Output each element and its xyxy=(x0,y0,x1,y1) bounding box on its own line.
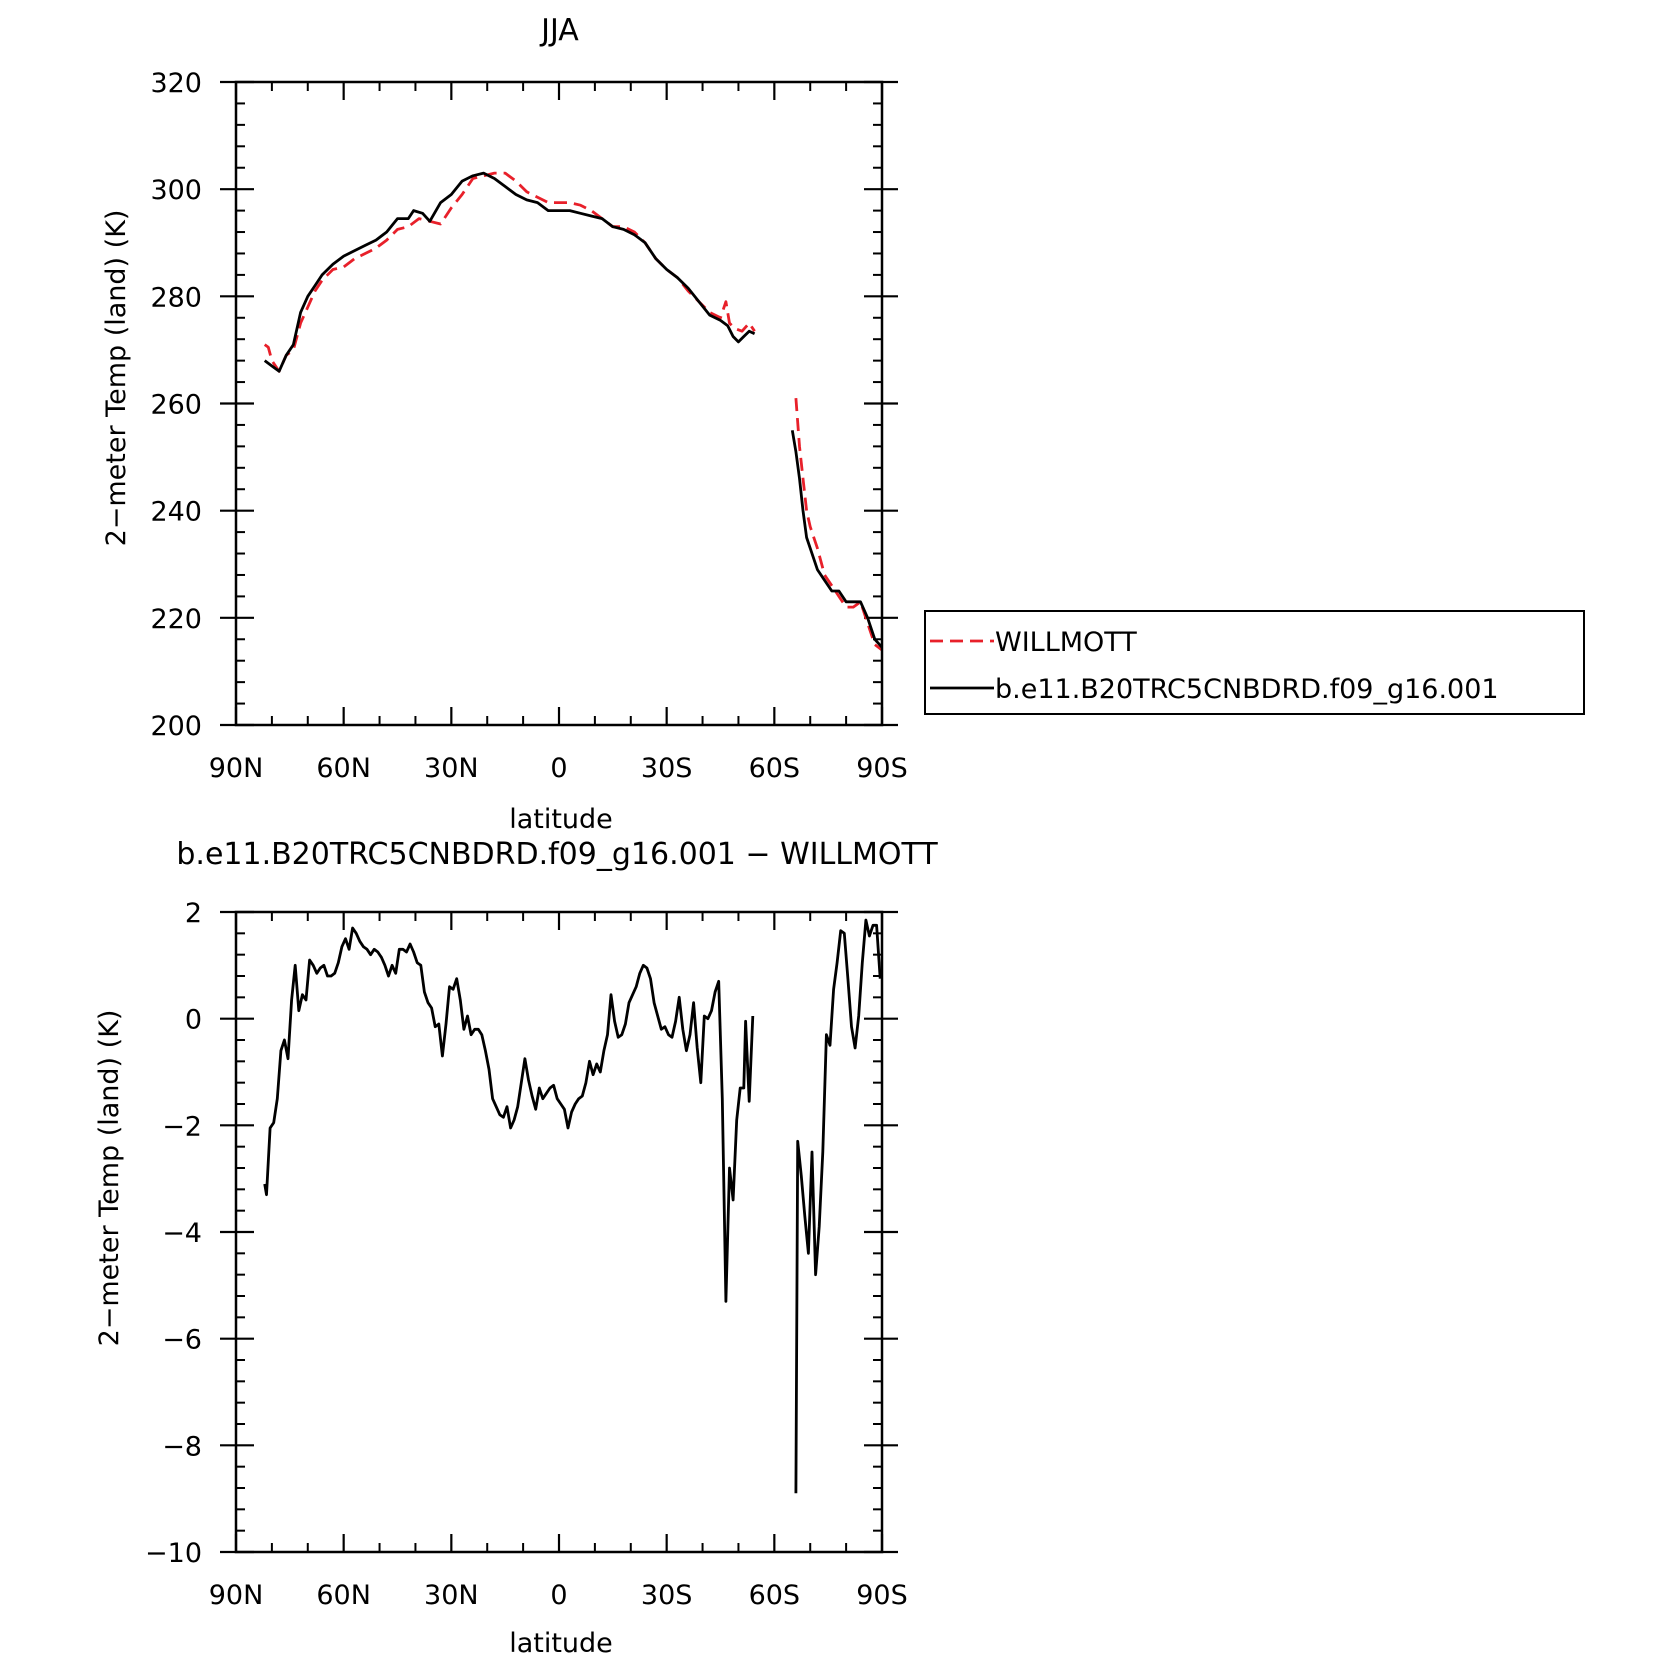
bottom-series-line-difference xyxy=(263,926,755,1303)
bottom-x-tick-label: 60N xyxy=(316,1580,371,1611)
top-series-lines xyxy=(263,171,884,652)
top-plot-frame xyxy=(234,80,884,727)
top-y-tick-label: 320 xyxy=(150,68,202,99)
top-y-axis-label: 2−meter Temp (land) (K) xyxy=(101,210,132,547)
top-y-tick-label: 200 xyxy=(150,711,202,742)
bottom-x-tick-label: 30S xyxy=(641,1580,693,1611)
bottom-y-tick-label: −10 xyxy=(145,1538,202,1569)
top-y-tick-label: 240 xyxy=(150,497,202,528)
bottom-x-tick-label: 30N xyxy=(424,1580,479,1611)
top-x-tick-label: 90N xyxy=(209,753,264,784)
legend: WILLMOTT b.e11.B20TRC5CNBDRD.f09_g16.001 xyxy=(924,610,1585,715)
top-x-tick-label: 0 xyxy=(550,753,567,784)
bottom-y-axis-label: 2−meter Temp (land) (K) xyxy=(94,1010,125,1347)
bottom-series-line-difference xyxy=(794,918,882,1494)
top-x-tick-label: 90S xyxy=(856,753,908,784)
top-y-tick-label: 280 xyxy=(150,282,202,313)
top-y-tick-label: 260 xyxy=(150,390,202,421)
bottom-x-tick-label: 90S xyxy=(856,1580,908,1611)
top-series-line-willmott xyxy=(263,171,756,373)
bottom-x-axis-label: latitude xyxy=(509,1628,613,1658)
bottom-series-lines xyxy=(263,918,882,1494)
top-y-tick-label: 220 xyxy=(150,604,202,635)
top-x-tick-label: 30S xyxy=(641,753,693,784)
bottom-x-tick-label: 90N xyxy=(209,1580,264,1611)
legend-label-willmott: WILLMOTT xyxy=(995,627,1137,658)
top-series-line-willmott xyxy=(794,397,883,652)
legend-label-model: b.e11.B20TRC5CNBDRD.f09_g16.001 xyxy=(995,674,1499,705)
bottom-panel: b.e11.B20TRC5CNBDRD.f09_g16.001 − WILLMO… xyxy=(94,837,938,1658)
top-series-line-model xyxy=(790,430,884,649)
bottom-y-tick-label: −2 xyxy=(162,1111,202,1142)
bottom-y-tick-label: 2 xyxy=(185,898,202,929)
bottom-plot-frame xyxy=(234,910,884,1554)
bottom-y-tick-label: −4 xyxy=(162,1218,202,1249)
legend-box xyxy=(924,610,1585,715)
top-series-line-model xyxy=(263,171,756,373)
bottom-y-tick-label: −8 xyxy=(162,1431,202,1462)
bottom-chart-title: b.e11.B20TRC5CNBDRD.f09_g16.001 − WILLMO… xyxy=(176,837,938,872)
top-panel: JJA 2−meter Temp (land) (K) latitude 90N… xyxy=(101,13,908,835)
top-x-tick-label: 60S xyxy=(749,753,801,784)
bottom-y-tick-label: −6 xyxy=(162,1325,202,1356)
top-y-tick-label: 300 xyxy=(150,175,202,206)
bottom-x-tick-label: 0 xyxy=(550,1580,567,1611)
top-x-axis-label: latitude xyxy=(509,804,613,835)
bottom-ticks: 90N 60N 30N 0 30S 60S 90S −10 −8 −6 −4 −2 0 2 xyxy=(145,898,908,1611)
bottom-x-tick-label: 60S xyxy=(749,1580,801,1611)
bottom-y-tick-label: 0 xyxy=(185,1005,202,1036)
top-x-tick-label: 30N xyxy=(424,753,479,784)
top-ticks: 90N 60N 30N 0 30S 60S 90S 200 220 240 260 280 300 320 xyxy=(150,68,907,784)
top-chart-title: JJA xyxy=(539,13,579,48)
top-x-tick-label: 60N xyxy=(316,753,371,784)
